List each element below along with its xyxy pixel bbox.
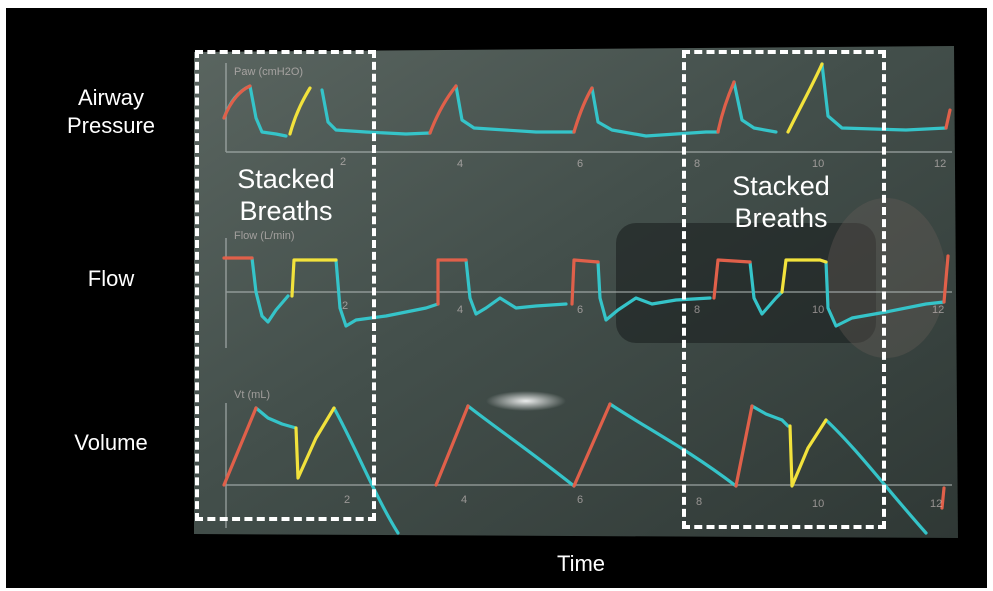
row-label-volume: Volume (74, 430, 148, 455)
tick-10: 10 (812, 158, 825, 170)
stacked-breaths-label-left: Stacked Breaths (237, 164, 335, 226)
tick-6: 6 (577, 304, 584, 316)
row-label-airway-pressure: Airway Pressure (66, 85, 156, 138)
stacked-breaths-box-right (682, 50, 886, 529)
pressure-trace-stacked-yellow (288, 62, 824, 136)
tick-12: 12 (932, 304, 945, 316)
volume-trace-inspiration-red (222, 402, 946, 510)
flow-channel-label: Flow (L/min) (234, 230, 295, 242)
row-label-flow: Flow (87, 266, 135, 291)
tick-4: 4 (461, 494, 468, 506)
tick-8: 8 (694, 304, 701, 316)
tick-4: 4 (457, 304, 464, 316)
tick-4: 4 (457, 158, 464, 170)
x-axis-label-time: Time (556, 551, 606, 576)
tick-2: 2 (342, 300, 349, 312)
volume-trace-base (254, 402, 928, 535)
tick-2: 2 (340, 156, 347, 168)
volume-trace-stacked-yellow (294, 406, 828, 488)
tick-12: 12 (934, 158, 947, 170)
stacked-breaths-label-right: Stacked Breaths (732, 171, 830, 233)
stacked-breaths-box-left (195, 50, 376, 521)
tick-10: 10 (812, 498, 825, 510)
flow-trace-base (250, 256, 946, 328)
flow-trace-stacked-yellow (290, 258, 828, 298)
figure-frame: Paw (cmH2O) Flow (L/min) Vt (mL) 2 4 6 8… (6, 8, 987, 588)
volume-channel-label: Vt (mL) (234, 389, 271, 401)
pressure-channel-label: Paw (cmH2O) (234, 66, 304, 78)
tick-2: 2 (344, 494, 351, 506)
pressure-trace-inspiration-red (222, 80, 952, 135)
tick-8: 8 (696, 496, 703, 508)
tick-12: 12 (930, 498, 943, 510)
tick-8: 8 (694, 158, 701, 170)
light-glare (486, 391, 566, 411)
tick-6: 6 (577, 494, 584, 506)
flow-trace-inspiration-red (222, 254, 950, 306)
axes (225, 63, 952, 528)
tick-10: 10 (812, 304, 825, 316)
ventilator-screen-photo (194, 46, 958, 538)
tick-6: 6 (577, 158, 584, 170)
